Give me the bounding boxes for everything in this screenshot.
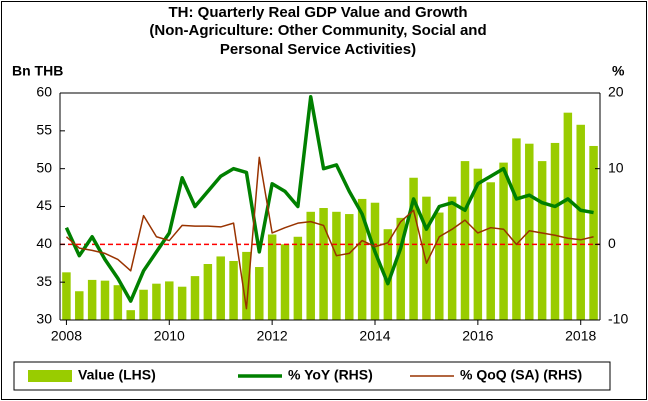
bar	[242, 251, 251, 320]
y2-tick-label: -10	[608, 311, 628, 327]
bar	[537, 161, 547, 320]
legend-swatch	[28, 370, 72, 382]
bar	[319, 208, 328, 320]
bar	[332, 211, 341, 320]
legend-label: % YoY (RHS)	[288, 367, 373, 383]
legend-label: % QoQ (SA) (RHS)	[460, 367, 582, 383]
line-series	[65, 156, 594, 310]
bar	[435, 212, 444, 320]
bar	[306, 211, 315, 320]
y2-tick-label: 10	[608, 159, 624, 175]
bar	[229, 260, 238, 320]
bar	[422, 196, 431, 320]
x-tick-label: 2014	[359, 328, 390, 344]
y2-axis-label: %	[612, 63, 625, 79]
bar	[165, 281, 174, 320]
bar	[396, 217, 405, 320]
bar	[293, 236, 303, 320]
legend-label: Value (LHS)	[78, 367, 156, 383]
bar	[139, 289, 148, 320]
bar	[87, 279, 97, 320]
bar	[357, 198, 367, 320]
chart-title: (Non-Agriculture: Other Community, Socia…	[149, 22, 486, 39]
y-tick-label: 45	[36, 197, 52, 213]
legend-box	[13, 361, 611, 391]
bar	[113, 285, 123, 320]
y-tick-label: 55	[36, 122, 52, 138]
y2-tick-label: 0	[608, 235, 616, 251]
y-axis-label: Bn THB	[12, 63, 63, 79]
bar	[589, 145, 598, 320]
bar	[525, 143, 534, 320]
bar	[216, 256, 225, 320]
x-tick-label: 2008	[51, 328, 82, 344]
bar	[75, 291, 84, 320]
bar	[152, 283, 161, 320]
x-tick-label: 2010	[154, 328, 185, 344]
bar	[550, 142, 560, 320]
line-series	[64, 95, 594, 303]
bar	[576, 124, 585, 320]
bar	[190, 276, 200, 320]
x-tick-label: 2018	[565, 328, 596, 344]
y2-tick-label: 20	[608, 84, 624, 100]
bar	[177, 286, 187, 320]
bar	[267, 234, 277, 320]
bar	[383, 229, 393, 320]
x-tick-label: 2012	[257, 328, 288, 344]
y-tick-label: 60	[36, 84, 52, 100]
bar	[62, 272, 71, 320]
bar	[203, 264, 213, 320]
bar	[255, 267, 264, 320]
bar	[409, 177, 418, 320]
bar	[512, 138, 521, 320]
y-tick-label: 50	[36, 159, 52, 175]
bar	[100, 280, 110, 320]
bar	[345, 214, 354, 320]
bar	[486, 182, 495, 320]
bar	[280, 244, 290, 320]
chart-title: Personal Service Activities)	[220, 41, 416, 58]
y-tick-label: 30	[36, 311, 52, 327]
bar	[447, 196, 457, 320]
bar	[460, 161, 470, 320]
chart-title: TH: Quarterly Real GDP Value and Growth	[169, 4, 468, 21]
y-tick-label: 40	[36, 235, 52, 251]
y-tick-label: 35	[36, 273, 52, 289]
x-tick-label: 2016	[462, 328, 493, 344]
bar	[499, 162, 508, 320]
bar	[563, 112, 573, 320]
bar	[370, 202, 380, 320]
bar	[126, 310, 135, 320]
